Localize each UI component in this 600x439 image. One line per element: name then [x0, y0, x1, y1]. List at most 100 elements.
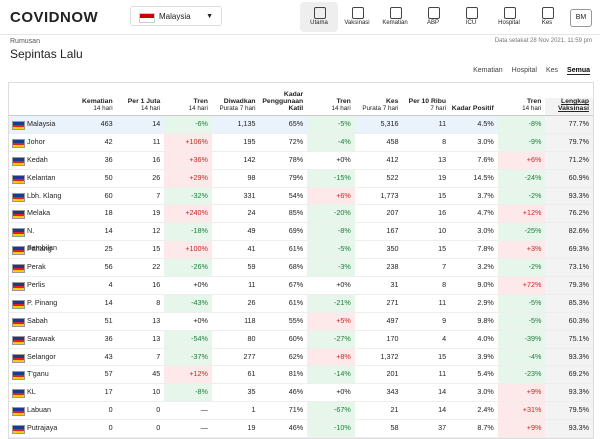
value-cell: +0% — [336, 387, 351, 397]
value-cell: 43 — [104, 351, 113, 361]
value-cell: 69.3% — [545, 241, 593, 259]
logo[interactable]: COVIDNOW — [10, 9, 99, 26]
value-cell: 15 — [438, 244, 447, 254]
row: Lbh. Klang 60 7 -32% 331 54% +6% 1,773 15 3.7% -2%… — [9, 187, 593, 206]
value-cell: -43% — [164, 294, 212, 312]
nav-item[interactable]: ICU — [452, 2, 490, 32]
row: Labuan 0 0 — 1 71% -67% 21 14 2.4% +31% 79.5% — [9, 402, 593, 421]
value-cell: 0 — [108, 423, 113, 433]
column-title: Kadar Positif — [451, 105, 494, 112]
nav-item[interactable]: Utama — [300, 2, 338, 32]
value-cell: 85% — [288, 208, 304, 218]
state-name: KL — [27, 387, 36, 397]
row: Johor 42 11 +106% 195 72% -4% 458 8 3.0% -9% 79.7% — [9, 133, 593, 152]
state-cell: Kedah — [9, 152, 69, 169]
header-cell: Kes Purata 7 hari — [355, 98, 403, 115]
flag — [12, 121, 25, 130]
value-cell: 8 — [442, 136, 447, 146]
nav-item[interactable]: ABP — [414, 2, 452, 32]
value-cell: -24% — [497, 169, 546, 187]
value-cell: — — [200, 405, 208, 415]
value-cell: -54% — [164, 330, 212, 348]
state-name: T'ganu — [27, 369, 49, 379]
value-cell: 5.4% — [477, 369, 494, 379]
value-cell: -21% — [307, 294, 355, 312]
country-select[interactable]: Malaysia ▼ — [130, 6, 222, 26]
value-cell: 15 — [152, 244, 161, 254]
value-cell: 0 — [156, 405, 161, 415]
value-cell: -5% — [307, 241, 355, 259]
row: Perlis 4 16 +0% 11 67% +0% 31 8 9.0% +72% 79.3% — [9, 277, 593, 295]
value-cell: -5% — [307, 116, 355, 133]
value-cell: -20% — [307, 205, 355, 223]
value-cell: 22 — [152, 262, 161, 272]
value-cell: 24 — [247, 208, 256, 218]
state-cell: Putrajaya — [9, 420, 69, 437]
tab[interactable]: Semua — [567, 67, 590, 75]
row: KL 17 10 -8% 35 46% +0% 343 14 3.0% +9% 93.3% — [9, 384, 593, 403]
nav-item[interactable]: Kes — [528, 2, 566, 32]
value-cell: 79.5% — [545, 402, 593, 420]
nav-item[interactable]: Kematian — [376, 2, 414, 32]
column-title: Lengkap Vaksinasi — [558, 98, 589, 112]
tab[interactable]: Kes — [545, 67, 559, 74]
column-title: Per 10 Ribu — [408, 98, 447, 105]
value-cell: 60 — [104, 190, 113, 200]
value-cell: -6% — [164, 116, 212, 133]
value-cell: 331 — [243, 190, 256, 200]
value-cell: +29% — [164, 169, 212, 187]
value-cell: 11 — [438, 119, 447, 128]
value-cell: 79% — [288, 172, 304, 182]
nav-item[interactable]: Vaksinasi — [338, 2, 376, 32]
value-cell: 13 — [438, 154, 447, 164]
tab[interactable]: Hospital — [511, 67, 537, 74]
value-cell: +3% — [497, 241, 546, 259]
value-cell: 46% — [288, 423, 304, 433]
value-cell: 26 — [247, 297, 256, 307]
value-cell: 25 — [104, 244, 113, 254]
value-cell: 8 — [442, 280, 447, 290]
flag — [12, 156, 25, 166]
tab[interactable]: Kematian — [473, 67, 503, 74]
value-cell: 45 — [152, 369, 161, 379]
state-name: Perlis — [27, 280, 45, 290]
column-title: Tren — [193, 98, 208, 105]
flag — [12, 425, 25, 435]
value-cell: 14 — [438, 387, 447, 397]
value-cell: 3.0% — [477, 226, 494, 236]
value-cell: 343 — [386, 387, 399, 397]
row: Selangor 43 7 -37% 277 62% +8% 1,372 15 3.9% -4% 93… — [9, 348, 593, 367]
value-cell: +31% — [497, 402, 546, 420]
value-cell: 4.7% — [477, 208, 494, 218]
value-cell: 93.3% — [545, 384, 593, 402]
value-cell: 3.9% — [477, 351, 494, 361]
state-cell: P. Pinang — [9, 295, 69, 312]
state-name: N. Sembilan — [27, 226, 57, 253]
value-cell: 10 — [152, 387, 161, 397]
state-cell: Selangor — [9, 349, 69, 366]
value-cell: -4% — [497, 348, 546, 366]
row: Malaysia 463 14 -6% 1,135 65% -5% 5,316 11 4.5% -8… — [9, 116, 593, 134]
state-cell: Melaka — [9, 205, 69, 222]
value-cell: 17 — [104, 387, 113, 397]
value-cell: -4% — [307, 133, 355, 151]
state-name: Malaysia — [27, 119, 56, 128]
flag — [12, 138, 25, 148]
value-cell: 118 — [244, 315, 256, 325]
state-name: Sarawak — [27, 333, 55, 343]
state-name: Putrajaya — [27, 423, 58, 433]
state-name: Lbh. Klang — [27, 190, 62, 200]
value-cell: -15% — [307, 169, 355, 187]
value-cell: 8 — [156, 297, 161, 307]
avatar[interactable]: BM — [570, 9, 592, 27]
value-cell: 201 — [386, 369, 399, 379]
value-cell: 65% — [288, 119, 304, 128]
value-cell: 12 — [152, 226, 161, 236]
flag — [12, 282, 25, 292]
value-cell: +0% — [336, 280, 351, 290]
nav-item[interactable]: Hospital — [490, 2, 528, 32]
value-cell: 79.7% — [545, 133, 593, 151]
value-cell: 15 — [438, 190, 447, 200]
value-cell: 49 — [247, 226, 256, 236]
value-cell: +72% — [497, 277, 546, 294]
